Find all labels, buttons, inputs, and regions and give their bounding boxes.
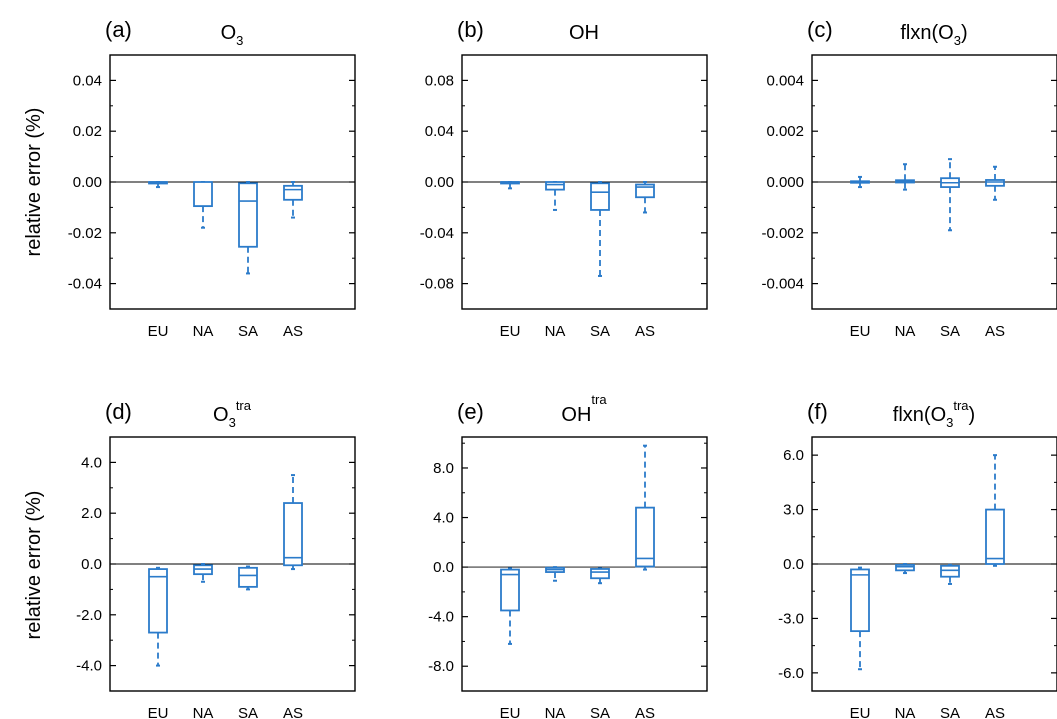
panel-b: (b) OH -0.08 -0.04 0.00 0.04 0.08 EU NA SA AS (420, 17, 708, 340)
box-as (985, 179, 1005, 187)
y-tick-label: 3.0 (783, 502, 804, 519)
box-as (985, 508, 1005, 565)
x-tick-label: AS (985, 705, 1005, 719)
panel-letter: (b) (457, 17, 484, 42)
panel-letter: (e) (457, 399, 484, 424)
panel-letter: (d) (105, 399, 132, 424)
panel-letter: (a) (105, 17, 132, 42)
y-tick-label: 0.08 (425, 72, 454, 89)
y-tick-label: -4.0 (76, 658, 102, 675)
x-tick-label: NA (193, 705, 214, 719)
y-tick-label: 0.000 (766, 174, 804, 191)
y-tick-label: 0.0 (783, 556, 804, 573)
y-axis-label-top: relative error (%) (23, 108, 45, 257)
x-tick-label: NA (545, 705, 566, 719)
plot-frame (461, 436, 708, 692)
box-eu (500, 568, 520, 612)
x-tick-label: AS (635, 323, 655, 340)
x-tick-label: EU (850, 323, 871, 340)
y-tick-label: -0.08 (420, 276, 454, 293)
x-tick-label: SA (238, 323, 258, 340)
x-tick-label: EU (148, 323, 169, 340)
box-na (545, 181, 565, 191)
x-tick-label: SA (590, 705, 610, 719)
panel-letter: (c) (807, 17, 833, 42)
y-tick-label: 6.0 (783, 447, 804, 464)
y-tick-label: 0.04 (73, 72, 102, 89)
y-tick-label: 0.04 (425, 123, 454, 140)
x-tick-label: SA (940, 323, 960, 340)
box-eu (148, 568, 168, 634)
panel-f: (f) flxn(O3tra) -6.0 -3.0 0.0 3.0 6.0 EU NA SA AS (778, 398, 1057, 719)
x-tick-label: AS (283, 705, 303, 719)
y-tick-label: 0.00 (425, 174, 454, 191)
x-tick-label: EU (500, 323, 521, 340)
box-sa (590, 568, 610, 580)
box-sa (238, 566, 258, 588)
panel-title: flxn(O3) (900, 22, 967, 48)
y-tick-label: 4.0 (81, 454, 102, 471)
panel-e: (e) OHtra -8.0 -4.0 0.0 4.0 8.0 EU NA SA AS (428, 392, 708, 719)
y-tick-label: 8.0 (433, 460, 454, 477)
y-tick-label: 0.002 (766, 123, 804, 140)
box-as (635, 506, 655, 568)
y-tick-label: 2.0 (81, 505, 102, 522)
x-tick-label: AS (985, 323, 1005, 340)
y-tick-label: -6.0 (778, 665, 804, 682)
y-tick-label: 0.0 (81, 556, 102, 573)
y-tick-label: -0.04 (420, 225, 454, 242)
y-axis-label-bottom: relative error (%) (23, 491, 45, 640)
y-tick-label: -4.0 (428, 609, 454, 626)
box-as (283, 502, 303, 567)
y-tick-label: 0.004 (766, 72, 804, 89)
y-tick-label: -8.0 (428, 658, 454, 675)
x-tick-label: SA (238, 705, 258, 719)
y-tick-label: 4.0 (433, 510, 454, 527)
box-sa (590, 182, 610, 211)
box-sa (238, 182, 258, 248)
box-na (895, 564, 915, 572)
panel-title: O3tra (213, 398, 252, 430)
panel-a: (a) O3 -0.04 -0.02 0.00 0.02 0.04 EU NA SA AS (68, 17, 356, 340)
y-tick-label: -3.0 (778, 610, 804, 627)
y-tick-label: 0.0 (433, 559, 454, 576)
x-tick-label: EU (148, 705, 169, 719)
y-tick-label: -2.0 (76, 607, 102, 624)
x-tick-label: AS (283, 323, 303, 340)
y-tick-label: 0.02 (73, 123, 102, 140)
box-eu (850, 568, 870, 633)
x-tick-label: SA (940, 705, 960, 719)
y-tick-label: -0.002 (761, 225, 804, 242)
box-na (193, 181, 213, 208)
panel-d: (d) O3tra -4.0 -2.0 0.0 2.0 4.0 EU NA SA AS (76, 398, 356, 719)
x-tick-label: NA (895, 705, 916, 719)
box-as (283, 184, 303, 201)
x-tick-label: SA (590, 323, 610, 340)
panel-title: flxn(O3tra) (893, 398, 975, 430)
x-tick-label: EU (500, 705, 521, 719)
x-tick-label: NA (895, 323, 916, 340)
box-sa (940, 564, 960, 578)
x-tick-label: NA (193, 323, 214, 340)
panel-letter: (f) (807, 399, 828, 424)
x-tick-label: AS (635, 705, 655, 719)
y-tick-label: 0.00 (73, 174, 102, 191)
x-tick-label: NA (545, 323, 566, 340)
panel-c: (c) flxn(O3) -0.004 -0.002 0.000 0.002 0.004 EU… (761, 17, 1057, 340)
x-tick-label: EU (850, 705, 871, 719)
panels: (a) O3 -0.04 -0.02 0.00 0.02 0.04 EU NA SA AS (b) OH… (68, 17, 1057, 719)
panel-title: OHtra (561, 392, 607, 426)
y-tick-label: -0.004 (761, 276, 804, 293)
panel-title: O3 (221, 22, 244, 48)
y-tick-label: -0.04 (68, 276, 102, 293)
y-tick-label: -0.02 (68, 225, 102, 242)
panel-title: OH (569, 22, 599, 44)
